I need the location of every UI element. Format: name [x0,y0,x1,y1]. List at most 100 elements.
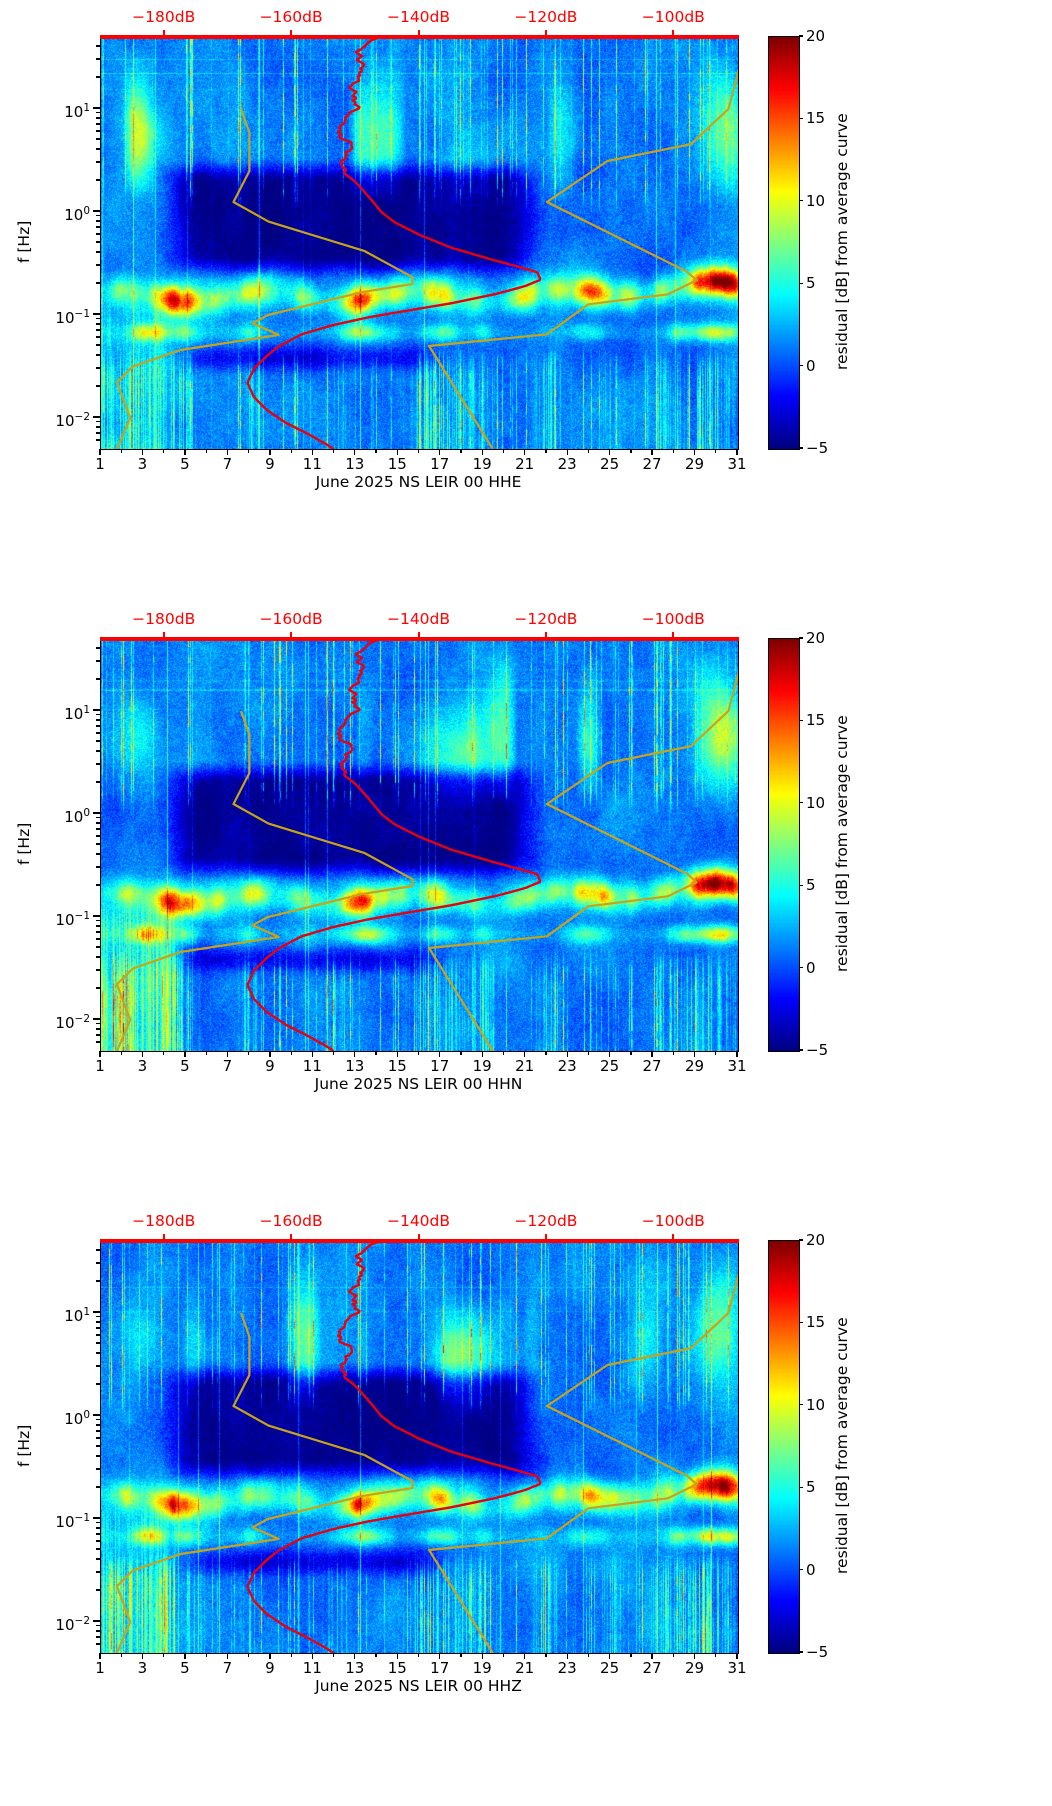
y-tick [96,1630,100,1632]
x-tick-label: 17 [430,1659,450,1677]
average-psd-curve [246,639,542,1051]
y-tick [96,1548,100,1550]
plot-area [100,35,739,450]
colorbar-tick [799,200,803,202]
top-axis-tick [417,1234,420,1240]
top-axis-label: −160dB [259,610,323,628]
x-tick [439,449,441,455]
x-tick [396,449,398,455]
noise-model-high-curve [428,670,738,1051]
x-tick [672,1051,674,1055]
x-tick-label: 29 [684,1057,705,1075]
noise-model-low-curve [115,710,414,1051]
x-tick-label: 11 [302,455,322,473]
x-tick [141,1653,144,1659]
top-axis-label: −180dB [132,610,196,628]
spectrogram-canvas [101,1241,738,1653]
x-tick [120,1653,122,1657]
x-tick [651,1051,653,1057]
y-tick [96,148,100,150]
x-tick-label: 23 [557,1659,577,1677]
colorbar-tick-label: 20 [806,27,826,45]
y-tick [96,946,100,948]
top-axis-label: −120dB [514,1212,578,1230]
top-axis-label: −120dB [514,610,578,628]
colorbar-tick [799,282,803,284]
y-tick [96,884,100,886]
y-tick [96,1533,100,1535]
x-tick-label: 13 [345,455,365,473]
y-tick [96,1455,100,1457]
y-tick [96,866,100,868]
y-tick [96,1028,100,1030]
y-tick [96,781,100,783]
x-tick-label: 31 [727,1057,747,1075]
spectrogram-canvas [101,639,738,1051]
x-tick [184,1653,186,1659]
top-axis-tick [544,632,547,638]
x-tick [736,1653,738,1659]
y-tick [96,1527,100,1529]
colorbar-gradient [769,1241,799,1653]
y-tick [93,107,100,109]
y-tick [96,432,100,434]
x-tick [226,1653,229,1659]
colorbar-tick [799,966,803,969]
x-tick [332,1051,335,1055]
x-tick [269,1051,271,1057]
x-tick-label: 19 [472,1057,492,1075]
y-tick [96,439,100,441]
x-tick-label: 5 [180,1659,190,1677]
x-tick [566,1051,568,1057]
y-tick [93,915,100,917]
x-tick-label: 29 [684,1659,705,1677]
x-tick [332,449,335,453]
x-tick [524,1653,526,1659]
x-tick [672,1653,674,1657]
x-tick [736,1051,738,1057]
y-tick [96,660,100,662]
colorbar-tick-label: 10 [806,793,826,812]
x-tick [311,1051,314,1057]
top-axis-tick [544,30,547,36]
y-tick [96,1334,100,1336]
noise-model-high-curve [428,1272,738,1653]
x-tick [354,1653,356,1659]
y-tick [96,1540,100,1542]
x-tick [587,449,590,453]
y-tick-label: 100 [64,1408,90,1428]
x-tick [439,1051,441,1057]
y-tick [96,1041,100,1043]
x-tick [609,1653,611,1659]
x-tick-label: 31 [727,455,747,473]
colorbar-label: residual [dB] from average curve [833,715,851,973]
y-tick [93,1620,100,1622]
y-tick-label: 10−1 [55,1511,90,1531]
average-psd-curve [246,1241,542,1653]
top-axis-label: −160dB [259,1212,323,1230]
top-axis-tick [672,632,675,638]
x-tick [184,1051,186,1057]
top-axis-label: −180dB [132,8,196,26]
y-tick [96,264,100,266]
x-tick [524,1051,526,1057]
x-tick-label: 27 [642,455,662,473]
y-tick [96,1262,100,1264]
x-tick [375,1051,377,1055]
noise-model-low-curve [115,1312,414,1653]
y-tick [96,1486,100,1488]
x-tick-label: 21 [515,455,535,473]
y-tick [96,1437,100,1439]
colorbar-tick-label: 15 [806,711,826,730]
x-tick [396,1653,398,1659]
y-tick [96,931,100,933]
colorbar-tick [799,1239,803,1241]
x-tick [375,449,377,453]
spectrogram-panel-hhn: f [Hz] June 2025 NS LEIR 00 HHN residual… [0,602,1052,1204]
y-tick [96,828,100,830]
x-tick [141,1051,144,1057]
colorbar-label: residual [dB] from average curve [833,113,851,371]
x-tick-label: 7 [222,1057,233,1075]
x-tick [205,449,207,453]
x-tick-label: 25 [600,1659,620,1677]
